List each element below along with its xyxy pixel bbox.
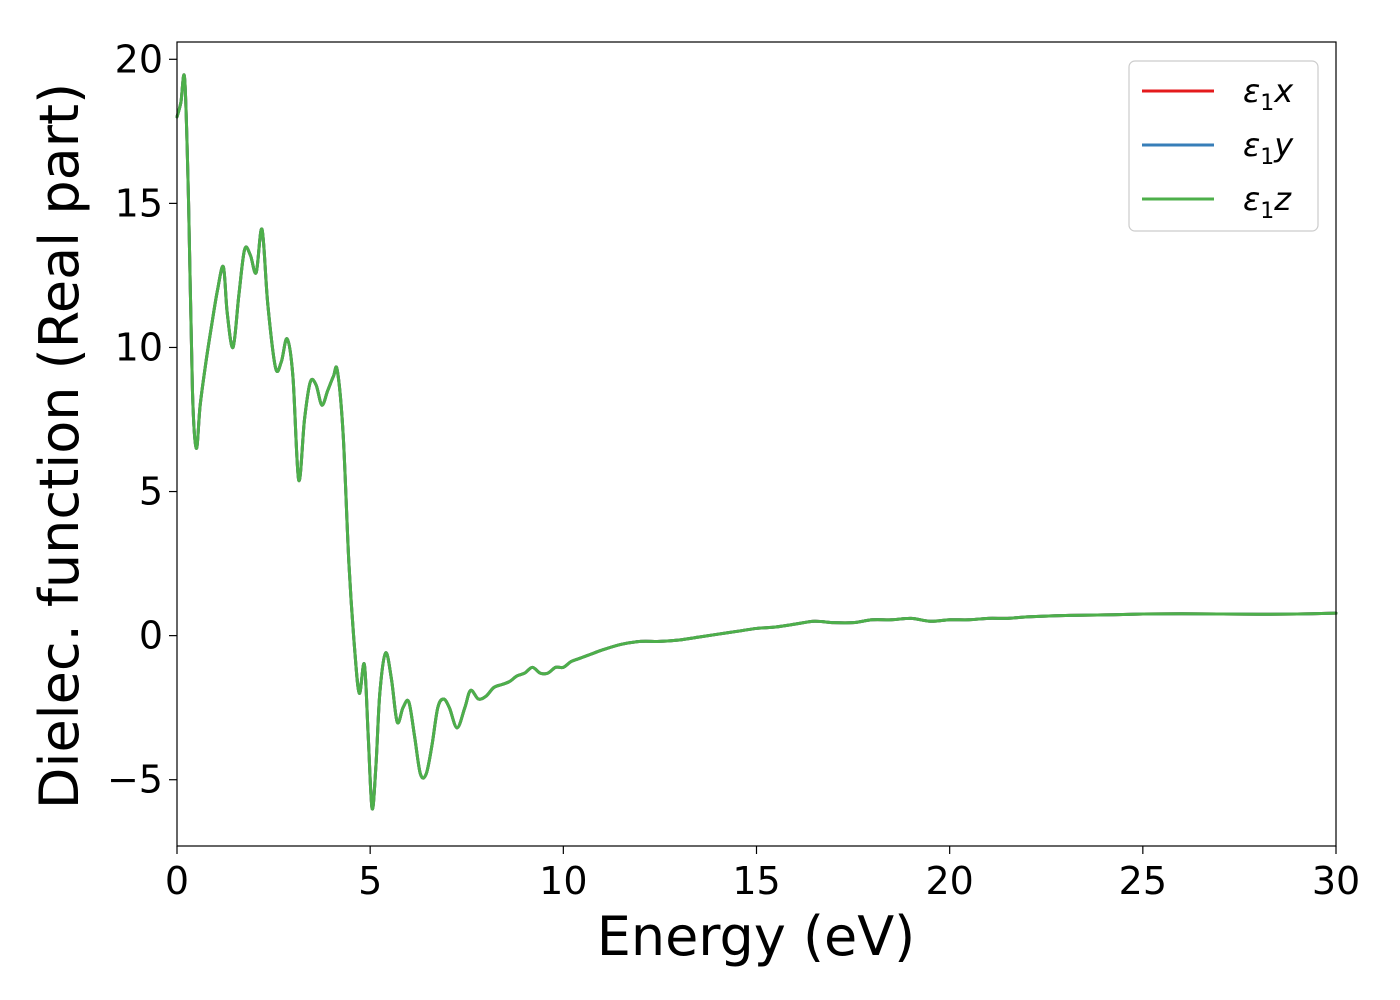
y-axis: −5 0 5 10 15 20 xyxy=(107,37,177,802)
legend: ε1x ε1y ε1z xyxy=(1128,60,1319,232)
y-tick-label: 15 xyxy=(115,181,163,225)
series-line-z xyxy=(175,73,1338,811)
x-tick-label: 30 xyxy=(1312,859,1360,903)
legend-label-z: ε1z xyxy=(1243,180,1292,224)
x-tick-label: 0 xyxy=(165,859,189,903)
y-tick-label: 10 xyxy=(115,325,163,369)
legend-label-x: ε1x xyxy=(1243,72,1294,116)
y-tick-label: 5 xyxy=(139,470,163,514)
x-tick-label: 25 xyxy=(1119,859,1167,903)
x-tick-label: 20 xyxy=(925,859,973,903)
y-tick-label: −5 xyxy=(107,758,163,802)
x-tick-label: 5 xyxy=(358,859,382,903)
y-tick-label: 20 xyxy=(115,37,163,81)
legend-box xyxy=(1128,60,1319,232)
x-axis-title: Energy (eV) xyxy=(597,905,916,968)
x-tick-label: 15 xyxy=(732,859,780,903)
y-axis-title: Dielec. function (Real part) xyxy=(28,83,91,809)
x-axis: 0 5 10 15 20 25 30 xyxy=(165,846,1360,903)
x-tick-label: 10 xyxy=(539,859,587,903)
series-layer xyxy=(175,73,1338,811)
y-tick-label: 0 xyxy=(139,614,163,658)
legend-label-y: ε1y xyxy=(1243,126,1294,170)
